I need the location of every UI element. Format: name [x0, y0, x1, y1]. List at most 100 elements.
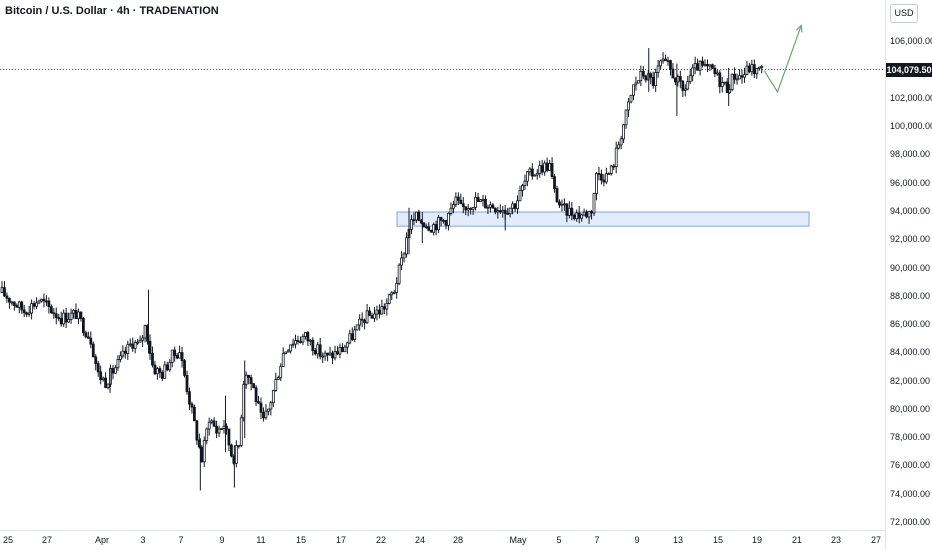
candle [360, 312, 364, 328]
candle [363, 318, 367, 330]
candle [67, 312, 70, 323]
candle [91, 341, 95, 358]
candle [461, 197, 465, 214]
candle [422, 222, 426, 228]
candle [661, 52, 665, 64]
candle [0, 281, 4, 294]
candle [678, 70, 682, 89]
current-price-label: 104,079.50 [886, 62, 932, 77]
price-tick-label: 82,000.00 [890, 375, 931, 386]
candle [20, 300, 24, 314]
candle [456, 192, 460, 205]
candle [168, 359, 172, 372]
candle [294, 334, 297, 349]
price-tick-label: 84,000.00 [890, 347, 931, 358]
candle [158, 366, 162, 378]
time-tick-label: 21 [791, 535, 803, 545]
price-tick-label: 78,000.00 [890, 432, 931, 443]
candle [353, 325, 357, 343]
candle [723, 81, 727, 86]
candle [745, 61, 749, 76]
candle [22, 304, 26, 318]
candle [666, 56, 670, 66]
candle [289, 344, 293, 354]
candle [183, 358, 186, 378]
candle [128, 338, 132, 348]
candle [121, 345, 125, 359]
candle [111, 364, 115, 380]
candle [365, 304, 369, 324]
candle [59, 311, 63, 327]
candle [659, 59, 662, 70]
candle [257, 395, 260, 404]
candle [220, 428, 223, 430]
candle [715, 70, 719, 76]
candle [550, 157, 554, 180]
candle [336, 346, 339, 355]
price-tick-label: 72,000.00 [890, 516, 931, 527]
candle [340, 343, 344, 353]
candle [437, 214, 441, 233]
candle [464, 206, 468, 216]
price-tick-label: 86,000.00 [890, 319, 931, 330]
candle [414, 211, 418, 223]
time-tick-label: 3 [140, 535, 146, 545]
candle [417, 209, 421, 222]
support-zone[interactable] [396, 211, 810, 227]
candle [392, 290, 396, 295]
candle [577, 205, 581, 224]
time-scale[interactable] [0, 530, 885, 550]
support-zone-layer [396, 211, 810, 227]
candle [138, 335, 142, 343]
price-scale[interactable] [885, 0, 932, 550]
currency-button[interactable]: USD [890, 4, 918, 23]
candle [535, 169, 539, 180]
candle [708, 64, 712, 71]
candle [207, 417, 211, 436]
candle [496, 206, 500, 219]
price-tick-label: 102,000.00 [890, 92, 932, 103]
candle [506, 207, 510, 215]
candle [318, 337, 322, 360]
candle [644, 74, 648, 83]
price-tick-label: 106,000.00 [890, 36, 932, 47]
candle [733, 67, 736, 84]
candle [192, 404, 196, 422]
candle [153, 360, 157, 375]
candle [634, 76, 638, 91]
candle [491, 203, 495, 209]
candle [629, 94, 633, 104]
candle [222, 420, 226, 434]
candle [755, 67, 759, 79]
candle [165, 361, 169, 372]
candle [624, 109, 628, 129]
projection-path[interactable] [763, 25, 802, 94]
candle [262, 407, 265, 422]
candle [385, 298, 389, 316]
time-tick-label: 15 [295, 535, 307, 545]
projection-arrowhead [795, 24, 803, 33]
candle [691, 64, 695, 82]
candle [10, 300, 14, 306]
candle [350, 327, 354, 341]
price-tick-label: 92,000.00 [890, 234, 931, 245]
candle [555, 185, 559, 203]
candle [338, 343, 342, 358]
price-tick-label: 88,000.00 [890, 290, 931, 301]
candle [333, 345, 337, 361]
candle [720, 77, 724, 93]
price-tick-label: 76,000.00 [890, 460, 931, 471]
candle [96, 360, 100, 377]
candle [686, 76, 690, 91]
time-tick-label: 17 [335, 535, 347, 545]
candle [570, 201, 574, 221]
candle [454, 192, 458, 208]
candle [617, 141, 621, 150]
candle [632, 84, 635, 101]
candle [424, 223, 428, 229]
candle [373, 307, 376, 322]
price-tick-label: 80,000.00 [890, 403, 931, 414]
candle [439, 216, 443, 227]
price-tick-label: 100,000.00 [890, 121, 932, 132]
